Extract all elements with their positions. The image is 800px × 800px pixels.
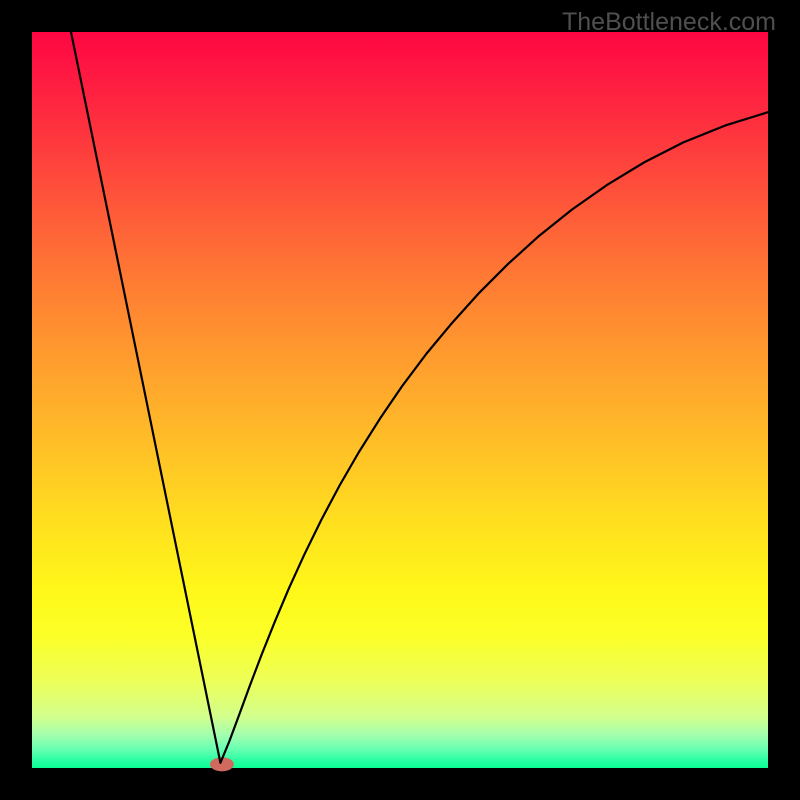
watermark-label: TheBottleneck.com [562,8,776,37]
chart-background [32,32,768,768]
bottleneck-chart [0,0,800,800]
